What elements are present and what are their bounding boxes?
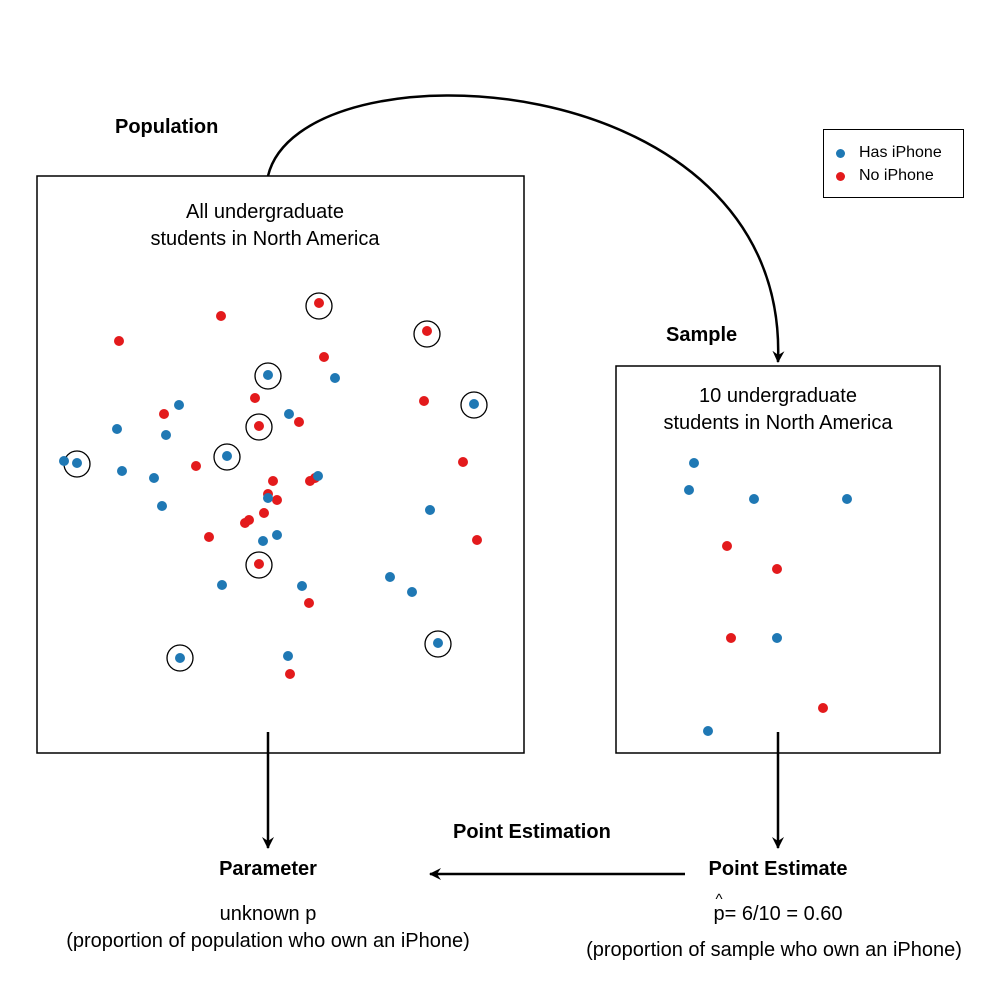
point-estimation-label: Point Estimation	[453, 821, 611, 843]
point-estimate-description: (proportion of sample who own an iPhone)	[586, 939, 962, 961]
legend: Has iPhone No iPhone	[823, 129, 964, 198]
sample-description: 10 undergraduate students in North Ameri…	[616, 383, 940, 437]
legend-label-no-iphone: No iPhone	[859, 167, 934, 184]
point-estimate-value: ^ p= 6/10 = 0.60	[628, 891, 928, 926]
population-description-line-2: students in North America	[150, 228, 380, 250]
no-iphone-dot-icon	[836, 171, 845, 181]
p-hat-symbol: ^ p	[713, 891, 725, 926]
legend-item-has-iphone: Has iPhone	[836, 144, 942, 162]
parameter-title: Parameter	[219, 858, 317, 880]
p-letter: p	[713, 903, 725, 925]
population-box	[36, 175, 525, 754]
sample-description-line-1: 10 undergraduate	[699, 385, 857, 407]
sample-points	[684, 458, 852, 736]
population-title: Population	[115, 116, 219, 138]
sample-title: Sample	[666, 324, 738, 346]
parameter-value: unknown p	[219, 903, 317, 925]
legend-label-has-iphone: Has iPhone	[859, 144, 942, 161]
sample-description-line-2: students in North America	[663, 412, 893, 434]
hat-symbol: ^	[715, 891, 723, 908]
population-points	[59, 292, 488, 679]
estimate-equation: = 6/10 = 0.60	[724, 903, 843, 925]
population-description: All undergraduate students in North Amer…	[100, 199, 430, 253]
has-iphone-dot-icon	[836, 148, 845, 158]
point-estimate-title: Point Estimate	[708, 858, 848, 880]
legend-item-no-iphone: No iPhone	[836, 167, 934, 185]
sampling-arrow	[266, 94, 785, 363]
parameter-description: (proportion of population who own an iPh…	[66, 930, 470, 952]
population-description-line-1: All undergraduate	[186, 201, 344, 223]
